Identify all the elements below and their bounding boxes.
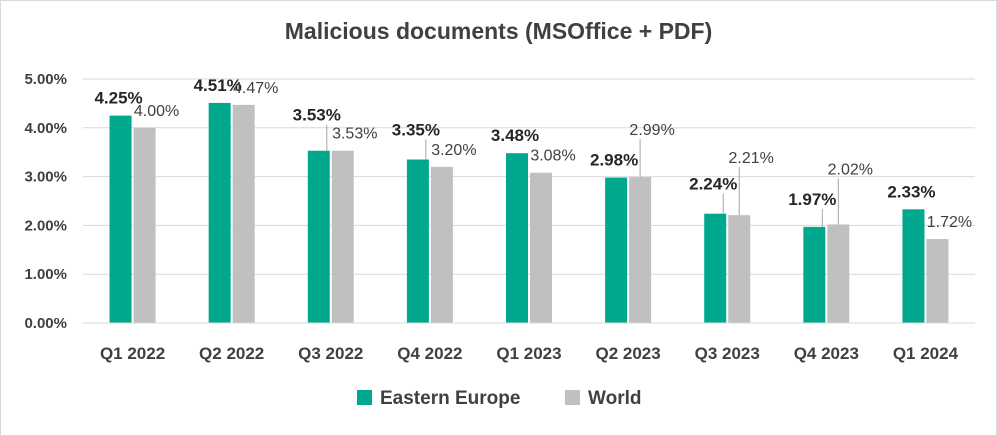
bar-eastern-europe [406, 159, 429, 323]
data-label-world: 2.21% [729, 150, 774, 167]
data-label-eastern-europe: 2.24% [689, 175, 737, 194]
data-label-eastern-europe: 4.25% [94, 89, 142, 108]
bar-eastern-europe [803, 226, 826, 323]
x-tick-label: Q4 2022 [397, 344, 462, 363]
x-tick-label: Q2 2022 [199, 344, 264, 363]
bar-world [232, 104, 255, 323]
x-tick-label: Q3 2022 [298, 344, 363, 363]
y-tick-label: 4.00% [24, 120, 67, 137]
chart-title: Malicious documents (MSOffice + PDF) [284, 18, 713, 44]
bar-eastern-europe [704, 213, 727, 323]
data-label-eastern-europe: 1.97% [788, 190, 836, 209]
y-tick-label: 1.00% [24, 266, 67, 283]
x-tick-label: Q1 2022 [100, 344, 165, 363]
data-label-eastern-europe: 3.48% [491, 126, 539, 145]
data-label-world: 2.02% [828, 161, 873, 178]
data-label-world: 4.00% [134, 103, 179, 120]
x-tick-label: Q4 2023 [794, 344, 859, 363]
x-tick-label: Q1 2024 [893, 344, 959, 363]
data-label-world: 4.47% [233, 80, 278, 97]
legend-swatch-world [565, 390, 580, 405]
bar-world [331, 150, 354, 323]
x-tick-label: Q3 2023 [695, 344, 760, 363]
x-tick-label: Q2 2023 [595, 344, 660, 363]
x-tick-label: Q1 2023 [496, 344, 561, 363]
y-tick-label: 3.00% [24, 169, 67, 186]
data-label-eastern-europe: 3.53% [293, 106, 341, 125]
bar-world [728, 215, 751, 323]
data-label-world: 3.53% [332, 126, 377, 143]
data-label-eastern-europe: 2.33% [887, 182, 935, 201]
legend-label-world: World [588, 388, 641, 409]
bar-eastern-europe [109, 115, 132, 323]
data-label-eastern-europe: 4.51% [194, 76, 242, 95]
bar-world [629, 177, 652, 323]
data-label-world: 1.72% [927, 214, 972, 231]
data-label-world: 3.20% [431, 142, 476, 159]
data-label-eastern-europe: 3.35% [392, 121, 440, 140]
data-label-world: 3.08% [530, 148, 575, 165]
y-tick-label: 0.00% [24, 315, 67, 332]
bar-world [530, 172, 552, 323]
bar-eastern-europe [307, 150, 330, 323]
bar-eastern-europe [902, 209, 925, 323]
legend-swatch-eastern-europe [357, 390, 372, 405]
bar-world [133, 127, 156, 323]
y-tick-label: 5.00% [24, 71, 67, 88]
data-label-eastern-europe: 2.98% [590, 151, 638, 170]
bar-world [430, 166, 453, 323]
bar-eastern-europe [506, 153, 528, 323]
bar-world [926, 239, 949, 323]
data-label-world: 2.99% [629, 122, 674, 139]
bar-eastern-europe [208, 102, 231, 323]
legend-label-eastern-europe: Eastern Europe [380, 388, 520, 409]
y-tick-label: 2.00% [24, 217, 67, 234]
bar-eastern-europe [605, 177, 628, 323]
bar-world [827, 224, 850, 323]
